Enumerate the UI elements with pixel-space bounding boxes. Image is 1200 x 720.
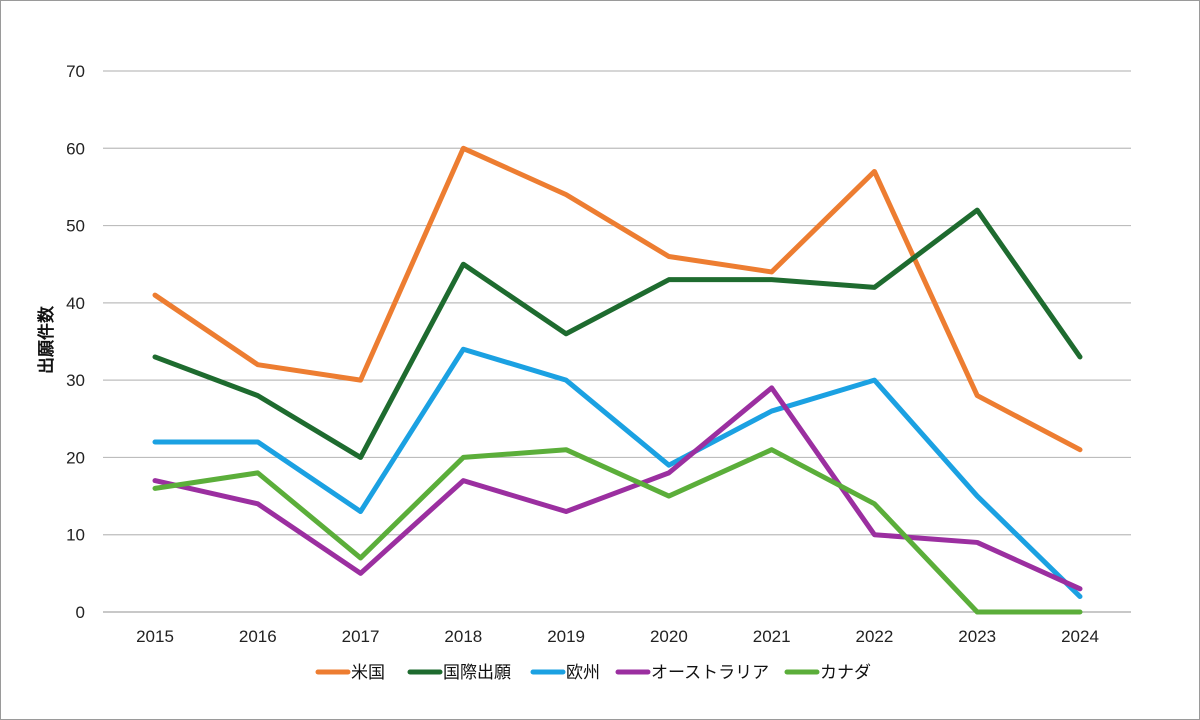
x-tick-label: 2020 [650,627,688,646]
x-tick-label: 2018 [444,627,482,646]
y-tick-label: 20 [66,448,85,467]
y-axis-title: 出願件数 [36,305,57,374]
y-tick-label: 50 [66,217,85,236]
legend: 米国 国際出願 欧州 オーストラリア カナダ [315,663,871,683]
y-tick-label: 60 [66,139,85,158]
x-tick-label: 2019 [547,627,585,646]
y-tick-label: 10 [66,526,85,545]
series-line [152,447,1083,615]
series-line [152,207,1083,460]
series-line [152,145,1083,453]
legend-label: カナダ [820,663,871,683]
series-line [152,346,1083,600]
series-lines [152,145,1083,615]
x-tick-label: 2015 [136,627,174,646]
x-tick-label: 2024 [1061,627,1099,646]
y-tick-label: 0 [76,603,85,622]
legend-label: 米国 [351,663,385,683]
y-tick-label: 30 [66,371,85,390]
legend-label: オーストラリア [651,663,769,683]
y-tick-label: 40 [66,294,85,313]
gridlines [103,70,1131,613]
y-axis-ticks: 0 10 20 30 40 50 60 70 [66,62,85,622]
x-tick-label: 2017 [342,627,380,646]
y-tick-label: 70 [66,62,85,81]
x-tick-label: 2023 [958,627,996,646]
legend-label: 欧州 [566,663,600,683]
x-tick-label: 2022 [856,627,894,646]
legend-label: 国際出願 [443,663,511,683]
x-tick-label: 2016 [239,627,277,646]
x-tick-label: 2021 [753,627,791,646]
x-axis-ticks: 2015 2016 2017 2018 2019 2020 2021 2022 2023 2024 [136,627,1099,646]
series-line [152,385,1083,592]
